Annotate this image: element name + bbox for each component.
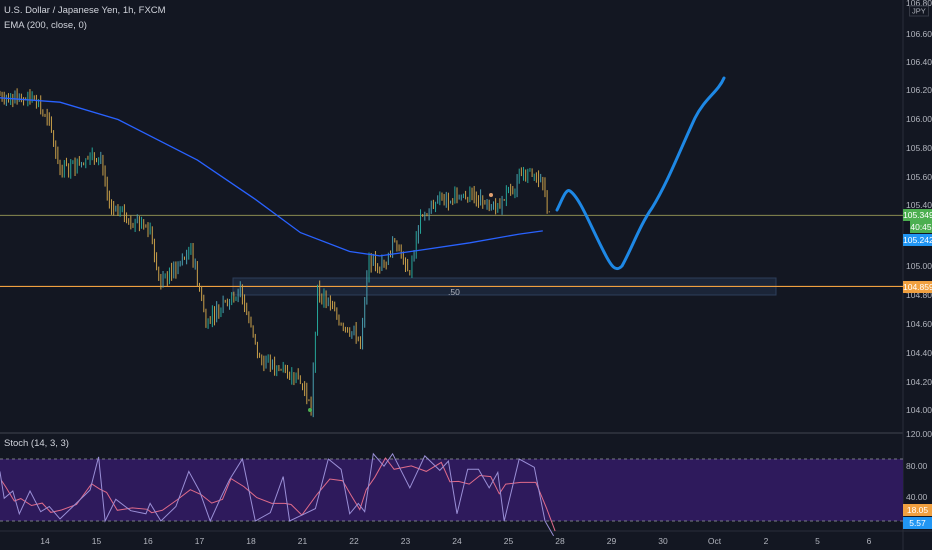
stoch-d-tag: 18.05 <box>903 504 932 516</box>
stoch-tick: 40.00 <box>906 492 928 502</box>
time-tick: 18 <box>246 536 256 546</box>
currency-label[interactable]: JPY <box>909 5 929 17</box>
projection-drawing[interactable] <box>555 76 726 271</box>
price-tick: 106.200 <box>906 85 932 95</box>
time-tick: 23 <box>400 536 411 546</box>
price-tick: 105.800 <box>906 143 932 153</box>
ema-200-line <box>0 97 543 257</box>
price-tick: 106.600 <box>906 29 932 39</box>
time-tick: 30 <box>658 536 668 546</box>
time-tick: 5 <box>815 536 820 546</box>
price-tick: 106.800 <box>906 0 932 8</box>
candles-layer <box>0 88 550 418</box>
time-tick: 24 <box>452 536 462 546</box>
price-tick: 104.200 <box>906 377 932 387</box>
countdown-tag: 40:45 <box>910 221 932 233</box>
time-tick: 22 <box>349 536 359 546</box>
high-marker <box>489 193 493 197</box>
low-marker <box>308 408 312 412</box>
price-tick: 106.000 <box>906 114 932 124</box>
ema-value-tag: 105.242 <box>903 234 932 246</box>
time-tick: 25 <box>503 536 514 546</box>
price-tick: 105.000 <box>906 261 932 271</box>
time-tick: 21 <box>297 536 308 546</box>
time-tick: 2 <box>763 536 769 546</box>
price-tick: 104.600 <box>906 319 932 329</box>
price-tick: 105.600 <box>906 172 932 182</box>
time-tick: 16 <box>143 536 153 546</box>
ema-legend[interactable]: EMA (200, close, 0) <box>4 20 87 31</box>
price-tick: 104.400 <box>906 348 932 358</box>
fib-label: .50 <box>448 287 460 297</box>
stoch-legend[interactable]: Stoch (14, 3, 3) <box>4 438 69 449</box>
price-tick: 105.400 <box>906 200 932 210</box>
time-tick: 29 <box>606 536 617 546</box>
price-tick: 106.400 <box>906 57 932 67</box>
stoch-tick: 120.00 <box>906 429 932 439</box>
symbol-title[interactable]: U.S. Dollar / Japanese Yen, 1h, FXCM <box>4 5 166 16</box>
time-tick: 15 <box>91 536 102 546</box>
time-tick: 28 <box>555 536 565 546</box>
time-tick: 14 <box>40 536 50 546</box>
price-tick: 104.800 <box>906 290 932 300</box>
stoch-d-line <box>0 457 556 532</box>
stoch-tick: 80.00 <box>906 461 928 471</box>
stoch-band <box>0 459 903 521</box>
last-price-tag: 105.349 <box>903 209 932 221</box>
time-tick: 17 <box>194 536 205 546</box>
price-tick: 104.000 <box>906 405 932 415</box>
level-tag: 104.859 <box>903 281 932 293</box>
stoch-k-line <box>0 452 555 537</box>
time-tick: 6 <box>866 536 872 546</box>
stoch-k-tag: 5.57 <box>903 517 932 529</box>
time-tick: Oct <box>707 536 722 546</box>
